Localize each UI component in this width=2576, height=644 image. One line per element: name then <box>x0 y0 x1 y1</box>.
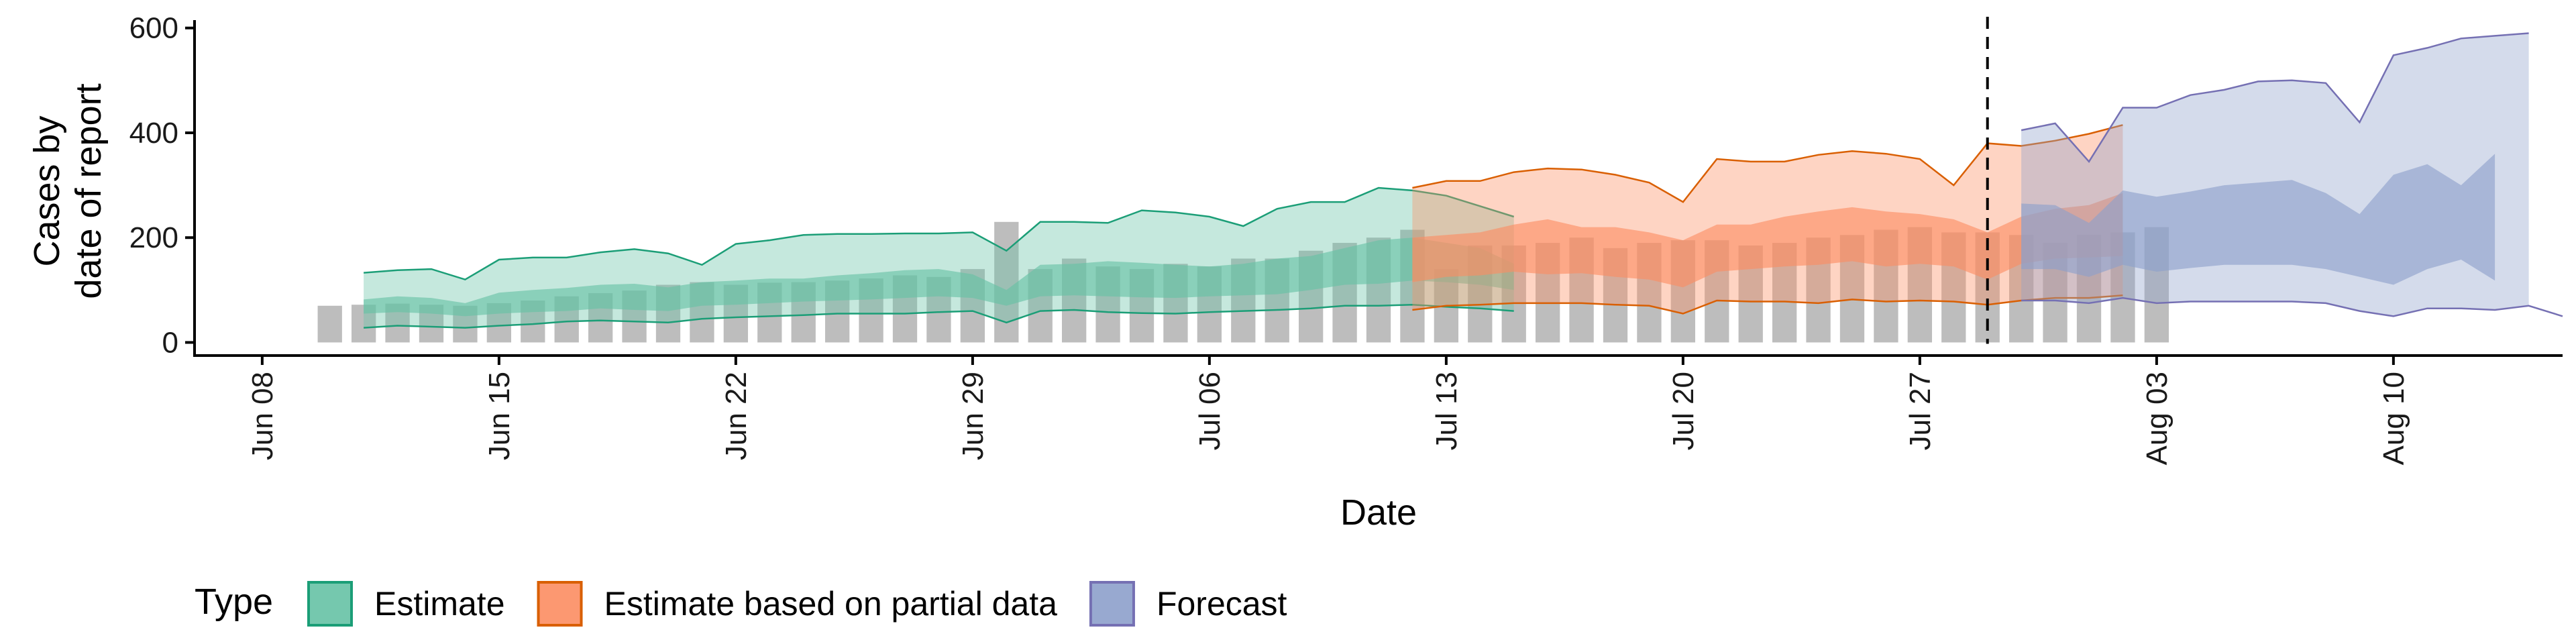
observed-bar <box>317 305 342 343</box>
x-tick-label: Jun 29 <box>957 372 989 460</box>
band-outer-high-line <box>2021 32 2529 163</box>
x-tick-label: Aug 03 <box>2141 372 2174 465</box>
x-tick-label: Jun 22 <box>720 372 753 460</box>
x-tick-label: Aug 10 <box>2377 372 2410 465</box>
legend-swatch <box>1089 581 1135 627</box>
y-tick-label: 600 <box>129 12 178 45</box>
series-forecast <box>2021 32 2563 317</box>
legend-swatch <box>537 581 583 627</box>
y-axis-title-line-1: Cases by <box>27 115 67 266</box>
band-outer-low-line <box>1412 294 2123 315</box>
legend-title: Type <box>195 582 273 622</box>
x-tick-label: Jun 08 <box>246 372 279 460</box>
legend-items: Estimate Estimate based on partial data Fo… <box>307 581 1287 627</box>
band-inner <box>2021 154 2496 285</box>
y-tick-label: 200 <box>129 221 178 254</box>
legend-label: Forecast <box>1157 585 1287 623</box>
band-outer-high-line <box>364 186 1515 281</box>
legend-swatch <box>307 581 353 627</box>
band-outer-high-line <box>1412 124 2123 203</box>
y-axis-title-line-2: date of report <box>68 83 109 299</box>
x-tick-label: Jul 20 <box>1667 372 1700 450</box>
estimate-bands <box>364 32 2563 329</box>
y-tick-label: 400 <box>129 117 178 150</box>
band-inner <box>1412 193 2123 288</box>
legend-item: Estimate based on partial data <box>537 581 1058 627</box>
y-tick-label: 0 <box>162 326 178 359</box>
axes: 0 200 400 600 Jun 08 Jun 15 Jun 22 Jun 29 Jul 0… <box>129 12 2563 465</box>
x-tick-label: Jun 15 <box>483 372 516 460</box>
legend-item: Forecast <box>1089 581 1287 627</box>
band-outer-low-line <box>364 303 1514 329</box>
series-estimate-based-on-partial-data <box>1412 124 2123 315</box>
band-outer-low-line <box>2021 297 2563 317</box>
x-tick-label: Jul 27 <box>1904 372 1937 450</box>
x-axis-ticks: Jun 08 Jun 15 Jun 22 Jun 29 Jul 06 Jul 13 Jul … <box>246 356 2410 465</box>
legend-label: Estimate based on partial data <box>604 585 1058 623</box>
x-axis-title: Date <box>1340 492 1417 533</box>
legend: Type Estimate Estimate based on partial d… <box>195 581 1287 627</box>
series-estimate <box>364 186 1515 329</box>
x-tick-label: Jul 13 <box>1430 372 1463 450</box>
y-axis-ticks: 0 200 400 600 <box>129 12 195 359</box>
x-tick-label: Jul 06 <box>1193 372 1226 450</box>
legend-label: Estimate <box>374 585 505 623</box>
band-inner <box>364 237 1514 317</box>
legend-item: Estimate <box>307 581 505 627</box>
